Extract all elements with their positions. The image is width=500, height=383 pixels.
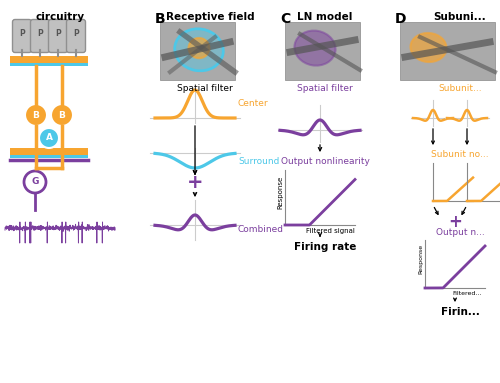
Text: B: B: [155, 12, 166, 26]
Text: Output nonlinearity: Output nonlinearity: [280, 157, 370, 166]
Text: D: D: [395, 12, 406, 26]
Text: Filtered...: Filtered...: [452, 291, 482, 296]
Text: +: +: [448, 213, 462, 231]
Text: C: C: [280, 12, 290, 26]
Text: B: B: [32, 111, 40, 119]
Text: LN model: LN model: [298, 12, 352, 22]
Text: Firin...: Firin...: [440, 307, 480, 317]
Text: Receptive field: Receptive field: [166, 12, 254, 22]
FancyBboxPatch shape: [10, 63, 88, 66]
FancyBboxPatch shape: [30, 20, 50, 52]
Ellipse shape: [174, 29, 224, 71]
Text: G: G: [32, 177, 38, 187]
Circle shape: [39, 128, 59, 148]
FancyBboxPatch shape: [48, 20, 68, 52]
Text: circuitry: circuitry: [36, 12, 84, 22]
FancyBboxPatch shape: [160, 22, 235, 80]
Text: Subunit no...: Subunit no...: [431, 150, 489, 159]
Text: Subunit...: Subunit...: [438, 84, 482, 93]
Text: Response: Response: [277, 175, 283, 209]
Text: B: B: [58, 111, 66, 119]
FancyBboxPatch shape: [400, 22, 495, 80]
Text: A: A: [46, 134, 52, 142]
FancyBboxPatch shape: [10, 56, 88, 63]
Text: Surround: Surround: [238, 157, 280, 165]
Text: Filtered signal: Filtered signal: [306, 228, 355, 234]
Text: Response: Response: [418, 244, 423, 274]
FancyBboxPatch shape: [12, 20, 32, 52]
Text: Subuni...: Subuni...: [434, 12, 486, 22]
Ellipse shape: [410, 33, 446, 62]
FancyBboxPatch shape: [10, 148, 88, 155]
Text: Spatial filter: Spatial filter: [177, 84, 233, 93]
Text: P: P: [55, 29, 61, 39]
FancyBboxPatch shape: [285, 22, 360, 80]
Circle shape: [24, 171, 46, 193]
Text: Spatial filter: Spatial filter: [297, 84, 353, 93]
Text: P: P: [37, 29, 43, 39]
Ellipse shape: [188, 38, 210, 58]
FancyBboxPatch shape: [10, 155, 88, 158]
Circle shape: [51, 104, 73, 126]
Text: P: P: [19, 29, 25, 39]
Text: Firing rate: Firing rate: [294, 242, 356, 252]
FancyBboxPatch shape: [66, 20, 86, 52]
Circle shape: [25, 104, 47, 126]
Text: +: +: [187, 173, 203, 193]
Text: Center: Center: [238, 100, 268, 108]
Text: P: P: [73, 29, 79, 39]
Text: Combined: Combined: [238, 226, 284, 234]
Ellipse shape: [294, 31, 336, 65]
Text: Output n...: Output n...: [436, 228, 484, 237]
